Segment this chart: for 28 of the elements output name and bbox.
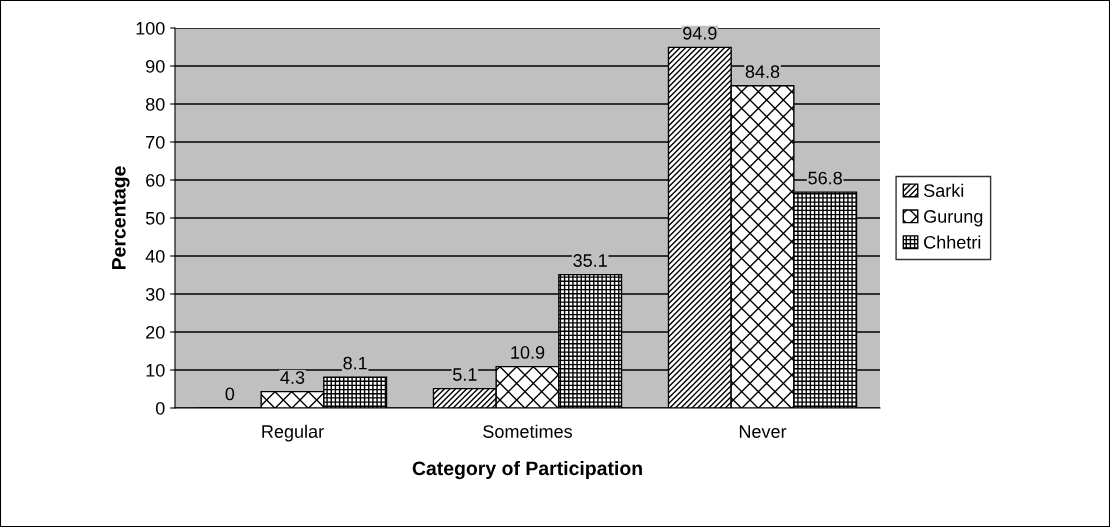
- y-tick-label: 90: [146, 59, 165, 73]
- legend-label: Sarki: [923, 183, 964, 197]
- y-tick-label: 80: [145, 97, 165, 111]
- data-label: 35.1: [573, 254, 607, 267]
- data-label: 10.9: [511, 346, 545, 359]
- data-label: 4.3: [280, 371, 305, 384]
- y-tick-label: 60: [146, 173, 165, 187]
- y-tick-label: 50: [145, 211, 165, 225]
- y-tick-label: 100: [136, 21, 165, 35]
- x-tick-label: Sometimes: [483, 424, 572, 438]
- x-tick-label: Regular: [262, 424, 324, 442]
- x-axis-title: Category of Participation: [412, 460, 642, 480]
- data-label: 5.1: [453, 368, 477, 381]
- data-label: 56.8: [808, 171, 842, 185]
- y-axis-title: Percentage: [112, 166, 130, 270]
- y-tick-label: 20: [146, 325, 165, 339]
- data-label: 8.1: [343, 356, 367, 370]
- data-label: 84.8: [745, 65, 780, 79]
- data-label: 94.9: [683, 26, 717, 40]
- y-tick-label: 40: [145, 249, 165, 263]
- data-label: 0: [225, 387, 235, 401]
- y-tick-label: 70: [146, 135, 165, 149]
- legend-label: Chhetri: [924, 235, 981, 249]
- y-tick-label: 30: [145, 287, 165, 301]
- y-tick-label: 0: [155, 401, 165, 415]
- x-tick-label: Never: [739, 425, 787, 438]
- y-tick-label: 10: [146, 363, 165, 377]
- legend-label: Gurung: [924, 210, 983, 227]
